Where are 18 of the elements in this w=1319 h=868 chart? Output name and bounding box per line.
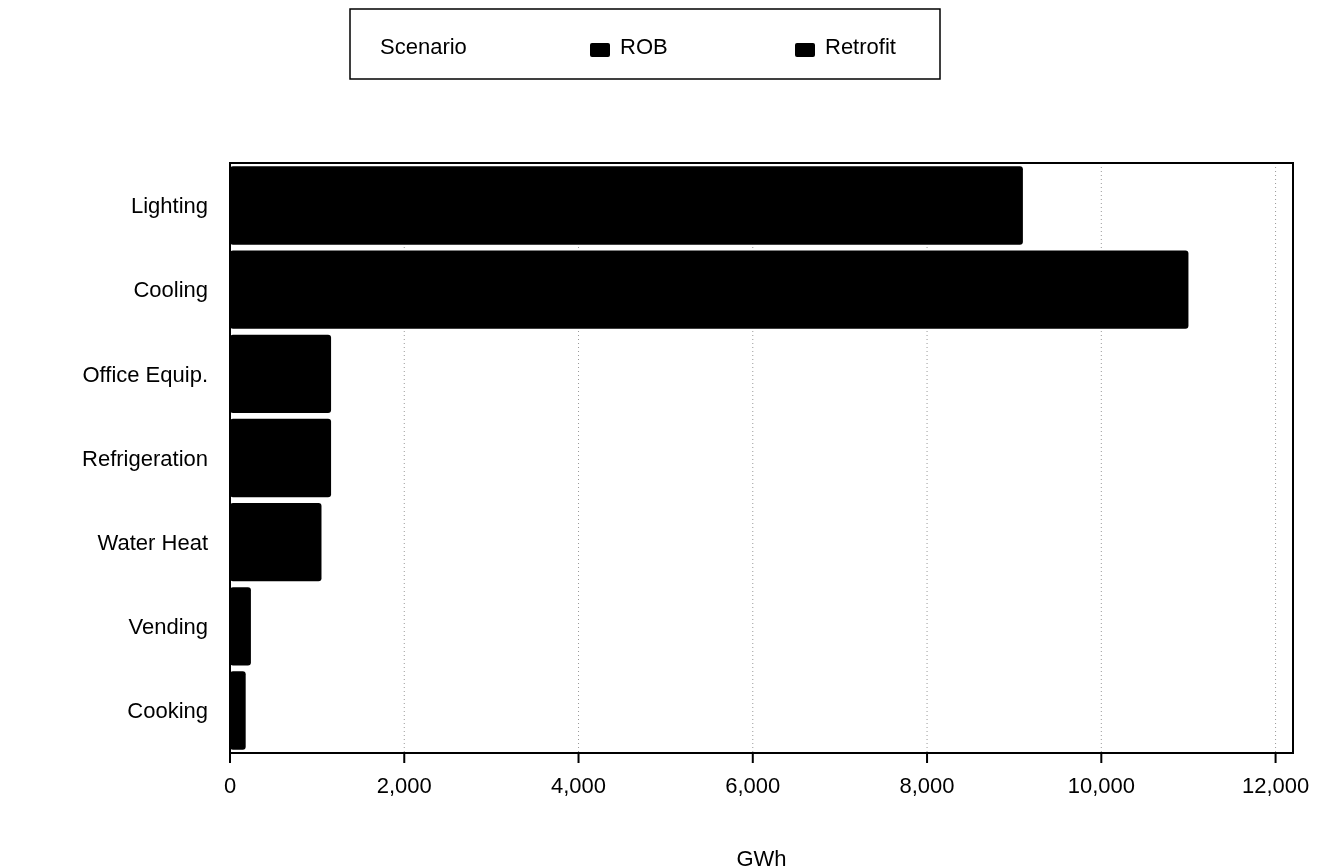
y-tick-label: Refrigeration (82, 445, 208, 471)
y-tick-label: Water Heat (97, 529, 208, 555)
x-tick-label: 10,000 (1067, 773, 1135, 798)
x-tick-label: 8,000 (899, 773, 955, 798)
y-tick-label: Office Equip. (82, 361, 208, 387)
y-tick-label: Cooking (127, 698, 208, 724)
x-tick-label: 0 (223, 773, 237, 798)
x-tick-label: 2,000 (376, 773, 432, 798)
legend-label: Retrofit (825, 34, 896, 59)
legend-title: Scenario (380, 34, 467, 59)
x-tick-label: 12,000 (1241, 773, 1310, 798)
y-tick-label: Cooling (133, 277, 208, 303)
y-tick-label: Lighting (130, 193, 208, 219)
x-tick-label: 6,000 (725, 773, 781, 798)
legend-label: ROB (620, 34, 668, 59)
y-tick-label: Vending (128, 614, 208, 640)
x-axis-title: GWh (736, 846, 787, 868)
x-tick-label: 4,000 (550, 773, 607, 798)
